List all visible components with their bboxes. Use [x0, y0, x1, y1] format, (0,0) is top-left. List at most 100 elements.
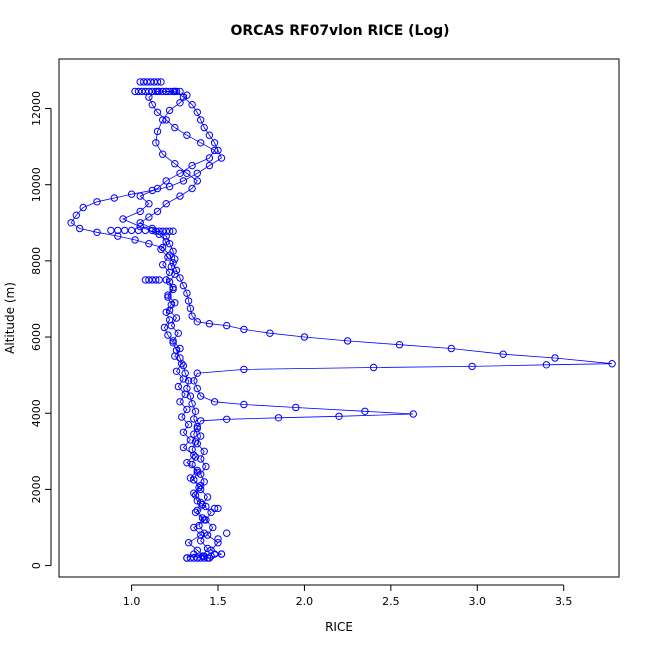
data-point — [197, 499, 205, 507]
series-2 — [136, 87, 212, 562]
data-point — [186, 554, 195, 562]
data-point — [202, 462, 210, 471]
data-point — [197, 417, 205, 425]
data-point — [110, 194, 119, 202]
data-point — [240, 365, 248, 374]
data-point — [145, 276, 153, 284]
data-point — [172, 87, 181, 96]
data-point — [197, 537, 205, 545]
data-point — [121, 226, 129, 235]
data-point — [171, 270, 179, 278]
data-point — [468, 362, 476, 371]
data-point — [162, 87, 170, 96]
data-point — [136, 207, 144, 216]
chart-title: ORCAS RF07vlon RICE (Log) — [230, 23, 449, 39]
data-point — [369, 363, 378, 372]
data-point — [176, 192, 184, 200]
data-point — [197, 455, 205, 463]
data-point — [193, 318, 202, 326]
data-point — [134, 226, 143, 235]
data-point — [159, 261, 167, 269]
data-point — [195, 521, 203, 530]
data-point — [193, 468, 202, 476]
data-point — [183, 554, 191, 562]
data-point — [153, 127, 162, 136]
data-point — [152, 276, 160, 284]
data-point — [153, 78, 162, 86]
x-tick-label: 2.5 — [382, 595, 400, 608]
data-point — [203, 544, 212, 553]
data-point — [193, 506, 202, 514]
data-point — [188, 101, 196, 109]
data-point — [145, 93, 153, 101]
data-point — [292, 403, 300, 412]
data-point — [190, 523, 198, 532]
data-point — [183, 289, 191, 297]
data-point — [76, 224, 84, 233]
data-point — [200, 529, 208, 537]
data-point — [191, 453, 200, 461]
data-point — [159, 87, 167, 96]
data-point — [148, 101, 157, 109]
data-point — [148, 226, 157, 235]
data-point — [193, 169, 202, 178]
data-point — [184, 297, 193, 305]
data-point — [162, 308, 170, 316]
data-point — [217, 154, 226, 162]
data-point — [67, 219, 75, 227]
x-tick-label: 3.5 — [555, 595, 573, 608]
data-point — [223, 321, 231, 330]
data-point — [176, 99, 184, 107]
data-point — [190, 415, 198, 423]
data-point — [174, 382, 183, 391]
series-3 — [107, 78, 231, 562]
data-point — [145, 213, 153, 221]
data-point — [155, 87, 163, 96]
data-point — [169, 339, 177, 347]
data-point — [183, 459, 191, 467]
data-point — [205, 161, 214, 170]
data-point — [186, 436, 195, 444]
data-point — [172, 314, 181, 322]
data-point — [183, 405, 191, 414]
data-point — [191, 407, 200, 415]
data-point — [183, 384, 191, 393]
data-point — [188, 184, 196, 193]
series-line — [70, 91, 613, 559]
data-point — [141, 226, 150, 235]
x-axis-label: RICE — [325, 620, 353, 634]
data-point — [183, 131, 191, 139]
data-point — [145, 87, 153, 96]
data-point — [214, 146, 222, 155]
data-point — [183, 91, 191, 99]
data-point — [186, 392, 195, 400]
y-tick-label: 0 — [30, 562, 43, 569]
data-point — [200, 554, 208, 562]
data-point — [114, 232, 122, 240]
data-point — [191, 491, 200, 499]
data-point — [266, 329, 274, 337]
data-point — [160, 323, 169, 332]
data-point — [197, 139, 205, 147]
data-point — [176, 87, 184, 96]
data-point — [300, 333, 309, 341]
data-point — [188, 460, 196, 469]
data-point — [119, 215, 127, 223]
data-point — [171, 255, 179, 263]
data-point — [179, 428, 188, 436]
data-point — [141, 87, 150, 96]
data-point — [223, 529, 231, 537]
data-point — [93, 198, 101, 206]
data-point — [499, 350, 507, 358]
data-point — [188, 445, 196, 454]
data-point — [169, 283, 177, 292]
data-point — [167, 301, 176, 309]
data-point — [210, 139, 219, 147]
data-point — [159, 243, 167, 252]
series-layer — [67, 78, 616, 562]
data-point — [207, 552, 215, 560]
data-point — [200, 123, 208, 132]
data-point — [171, 160, 179, 168]
data-point — [200, 447, 208, 455]
data-point — [197, 554, 205, 562]
